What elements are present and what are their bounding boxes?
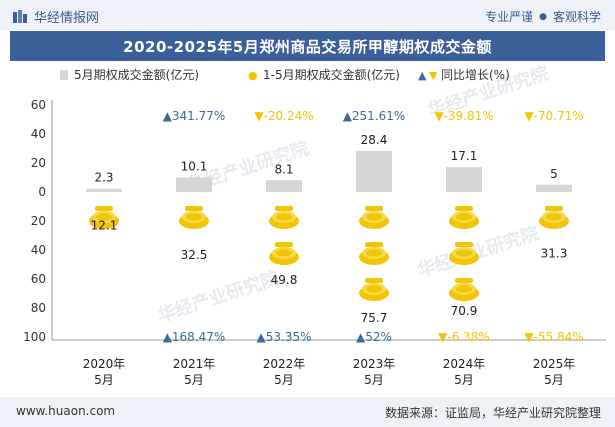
bar-monthly — [536, 184, 572, 192]
yoy-label-cumulative: ▼-55.84% — [524, 330, 583, 344]
x-tick-label: 2025年 5月 — [533, 357, 576, 387]
chart: 华经产业研究院华经产业研究院华经产业研究院华经产业研究院5月期权成交金额(亿元)… — [23, 62, 606, 387]
yoy-label-monthly: ▲341.77% — [163, 109, 226, 123]
coin-icon — [359, 242, 389, 265]
x-tick-label: 2022年 5月 — [263, 357, 306, 387]
slogan-right: 客观科学 — [552, 10, 601, 24]
coin-icon — [449, 278, 479, 301]
dot-icon: ● — [539, 11, 547, 22]
data-label-monthly: 10.1 — [181, 159, 208, 173]
data-label-cumulative: 31.3 — [541, 246, 568, 260]
data-label-cumulative: 32.5 — [181, 248, 208, 262]
y-tick-label: 0 — [38, 185, 46, 199]
yoy-label-monthly: ▼-20.24% — [254, 109, 313, 123]
bar-monthly — [86, 188, 122, 192]
legend-label-cumulative: 1-5月期权成交金额(亿元) — [263, 67, 400, 82]
title-bar: 2020-2025年5月郑州商品交易所甲醇期权成交金额 — [10, 31, 605, 61]
coin-icon — [269, 206, 299, 229]
x-tick-label: 2021年 5月 — [173, 357, 216, 387]
slogan-left: 专业严谨 — [485, 10, 534, 24]
y-tick-label: 80 — [31, 301, 46, 315]
data-label-cumulative: 75.7 — [361, 311, 388, 325]
legend-label-monthly: 5月期权成交金额(亿元) — [74, 67, 199, 82]
data-label-cumulative: 12.1 — [91, 219, 118, 233]
footer: www.huaon.com 数据来源：证监局，华经产业研究院整理 — [0, 397, 615, 427]
bar-monthly — [266, 180, 302, 192]
legend-triangle-down-icon: ▼ — [429, 69, 438, 82]
slogan: 专业严谨 ● 客观科学 — [485, 8, 601, 25]
legend-swatch-monthly — [60, 70, 68, 80]
x-tick-label: 2024年 5月 — [443, 357, 486, 387]
coin-icon — [449, 242, 479, 265]
data-label-monthly: 28.4 — [361, 133, 388, 147]
y-tick-label: 40 — [31, 243, 46, 257]
y-tick-label: 60 — [31, 98, 46, 112]
coin-icon — [179, 206, 209, 229]
brand-name: 华经情报网 — [34, 11, 100, 26]
yoy-label-cumulative: ▲52% — [356, 330, 392, 344]
data-label-monthly: 17.1 — [451, 149, 478, 163]
coin-icon — [359, 206, 389, 229]
footer-source: 数据来源：证监局，华经产业研究院整理 — [384, 406, 601, 420]
yoy-label-monthly: ▲251.61% — [343, 109, 406, 123]
yoy-label-cumulative: ▲168.47% — [163, 330, 226, 344]
x-tick-label: 2020年 5月 — [83, 357, 126, 387]
data-label-cumulative: 49.8 — [271, 273, 298, 287]
legend-coin-icon: ● — [248, 69, 258, 82]
footer-url[interactable]: www.huaon.com — [16, 404, 116, 418]
bar-monthly — [356, 150, 392, 192]
y-tick-label: 20 — [31, 156, 46, 170]
bar-monthly — [176, 177, 212, 192]
legend-label-yoy: 同比增长(%) — [441, 68, 510, 82]
legend-triangle-up-icon: ▲ — [418, 69, 427, 82]
data-label-monthly: 5 — [550, 167, 558, 181]
y-tick-label: 60 — [31, 272, 46, 286]
top-bar: 华经情报网 专业严谨 ● 客观科学 — [0, 0, 615, 30]
yoy-label-monthly: ▼-70.71% — [524, 109, 583, 123]
chart-title: 2020-2025年5月郑州商品交易所甲醇期权成交金额 — [123, 37, 492, 56]
coin-icon — [269, 242, 299, 265]
y-tick-label: 20 — [31, 214, 46, 228]
coin-icon — [449, 206, 479, 229]
coin-icon — [89, 206, 119, 229]
yoy-label-monthly: ▼-39.81% — [434, 109, 493, 123]
coin-icon — [359, 278, 389, 301]
x-tick-label: 2023年 5月 — [353, 357, 396, 387]
coin-icon — [539, 206, 569, 229]
yoy-label-cumulative: ▲53.35% — [257, 330, 312, 344]
y-tick-label: 100 — [23, 330, 46, 344]
data-label-monthly: 8.1 — [274, 162, 293, 176]
y-tick-label: 40 — [31, 127, 46, 141]
data-label-monthly: 2.3 — [94, 171, 113, 185]
yoy-label-cumulative: ▼-6.38% — [438, 330, 490, 344]
watermark-3: 华经产业研究院 — [155, 267, 282, 327]
watermark-2: 华经产业研究院 — [415, 222, 542, 282]
data-label-cumulative: 70.9 — [451, 304, 478, 318]
bar-monthly — [446, 167, 482, 192]
logo-icon — [13, 9, 27, 23]
brand: 华经情报网 — [12, 7, 99, 26]
